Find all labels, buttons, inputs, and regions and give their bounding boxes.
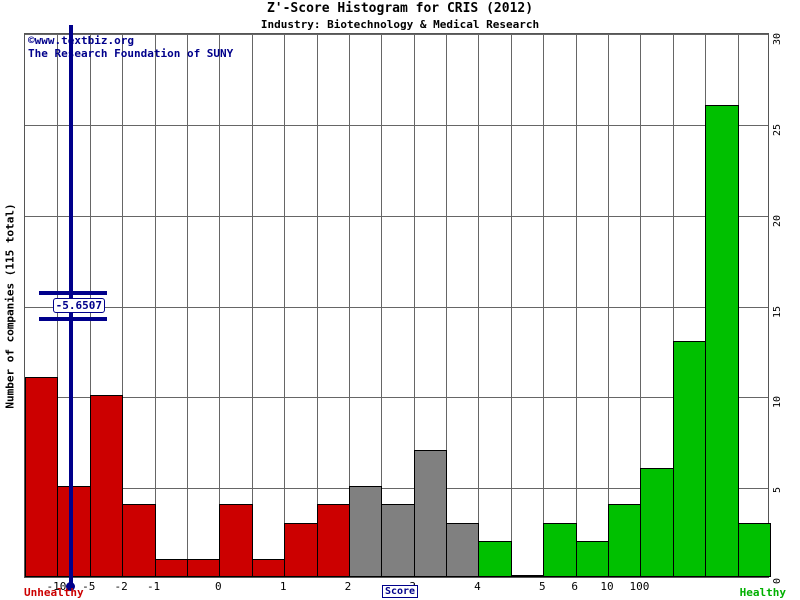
x-axis-tick: 6 xyxy=(571,580,578,593)
score-marker-value: -5.6507 xyxy=(52,298,105,313)
y-axis-tick-label: 0 xyxy=(772,578,783,585)
horizontal-gridline xyxy=(25,488,768,490)
horizontal-gridline xyxy=(25,397,768,399)
score-marker-dot xyxy=(66,582,76,591)
histogram-bar xyxy=(154,558,188,577)
vertical-gridline xyxy=(122,34,123,577)
y-axis-tick: 20 xyxy=(772,214,798,227)
histogram-bar xyxy=(705,104,739,577)
chart-title: Z'-Score Histogram for CRIS (2012) xyxy=(266,1,534,16)
histogram-bar xyxy=(122,504,156,577)
y-axis-label: Number of companies (115 total) xyxy=(2,33,18,578)
x-axis-label-text: Score xyxy=(381,585,419,598)
score-marker-bracket-bottom xyxy=(38,317,107,321)
x-axis-tick: -1 xyxy=(146,580,161,593)
vertical-gridline xyxy=(219,34,220,577)
histogram-bar xyxy=(25,377,59,577)
histogram-bar xyxy=(413,449,448,577)
y-axis-tick-label: 10 xyxy=(772,396,783,409)
vertical-gridline xyxy=(673,34,674,577)
vertical-gridline xyxy=(414,34,415,577)
vertical-gridline xyxy=(349,34,350,577)
vertical-gridline xyxy=(187,34,188,577)
histogram-bar xyxy=(543,522,577,577)
x-axis-tick: 10 xyxy=(600,580,614,593)
x-axis-tick: 100 xyxy=(629,580,650,593)
x-axis-tick: -10 xyxy=(46,580,67,593)
horizontal-gridline xyxy=(25,215,768,217)
vertical-gridline xyxy=(446,34,447,577)
x-axis-tick: 4 xyxy=(474,580,481,593)
vertical-gridline xyxy=(381,34,382,577)
histogram-bar xyxy=(446,522,480,577)
y-axis-tick-label: 25 xyxy=(772,123,783,136)
histogram-bar xyxy=(348,486,383,577)
watermark: ©www.textbiz.org The Research Foundation… xyxy=(28,34,233,60)
horizontal-gridline xyxy=(25,306,768,308)
histogram-bar xyxy=(57,486,91,577)
watermark-line-2: The Research Foundation of SUNY xyxy=(28,47,234,60)
y-axis-label-text: Number of companies (115 total) xyxy=(3,202,17,409)
histogram-bar xyxy=(251,558,286,577)
histogram-bar xyxy=(672,340,707,577)
x-axis-tick: 5 xyxy=(538,580,546,593)
histogram-bar xyxy=(478,540,512,577)
histogram-bars xyxy=(25,34,771,577)
y-axis-tick: 10 xyxy=(772,396,798,409)
vertical-gridline xyxy=(511,34,512,577)
horizontal-gridline xyxy=(25,124,768,126)
y-axis-tick: 15 xyxy=(772,305,798,318)
histogram-bar xyxy=(381,504,415,577)
y-axis-tick: 25 xyxy=(772,123,798,136)
histogram-bar xyxy=(608,504,642,577)
x-axis-label: Score xyxy=(0,585,800,598)
horizontal-gridline xyxy=(25,34,768,35)
histogram-bar xyxy=(219,504,253,577)
vertical-gridline xyxy=(640,34,641,577)
vertical-gridline xyxy=(543,34,544,577)
vertical-gridline xyxy=(576,34,577,577)
histogram-bar xyxy=(737,522,771,577)
x-axis-tick: 2 xyxy=(344,580,352,593)
x-axis-tick: -5 xyxy=(82,580,96,593)
y-axis-tick-label: 15 xyxy=(772,305,783,318)
vertical-gridline xyxy=(317,34,318,577)
histogram-bar xyxy=(640,468,674,577)
y-axis-tick: 30 xyxy=(772,33,798,46)
histogram-bar xyxy=(575,540,610,577)
y-axis-tick-label: 30 xyxy=(772,33,783,46)
y-axis-tick: 5 xyxy=(772,487,798,498)
histogram-bar xyxy=(316,504,350,577)
x-axis-tick: 1 xyxy=(279,580,287,593)
healthy-label: Healthy xyxy=(739,586,786,599)
x-axis-tick: 0 xyxy=(215,580,222,593)
x-axis-tick: -2 xyxy=(114,580,128,593)
vertical-gridline xyxy=(478,34,479,577)
vertical-gridline xyxy=(608,34,609,577)
vertical-gridline xyxy=(252,34,253,577)
vertical-gridline xyxy=(284,34,285,577)
histogram-bar xyxy=(510,575,545,577)
plot-area xyxy=(24,33,771,578)
unhealthy-label: Unhealthy xyxy=(24,586,84,599)
histogram-bar xyxy=(89,395,124,577)
vertical-gridline xyxy=(155,34,156,577)
y-axis-tick-label: 20 xyxy=(772,214,783,227)
y-axis-tick-label: 5 xyxy=(772,487,783,494)
chart-subtitle: Industry: Biotechnology & Medical Resear… xyxy=(260,18,540,31)
score-marker-bracket-top xyxy=(38,291,107,295)
histogram-bar xyxy=(186,558,221,577)
watermark-line-1: ©www.textbiz.org xyxy=(28,34,134,47)
histogram-bar xyxy=(284,522,318,577)
